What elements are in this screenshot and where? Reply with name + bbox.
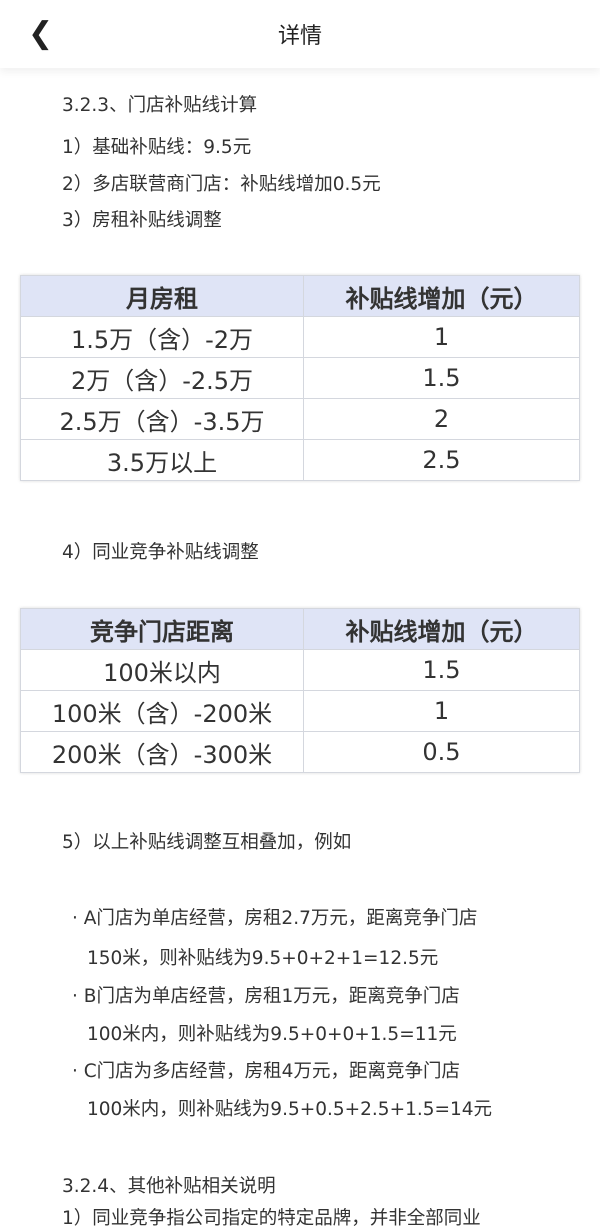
example-text: B门店为单店经营，房租1万元，距离竞争门店: [83, 986, 460, 1007]
cell: 1.5: [303, 357, 580, 399]
example-b-line1: · B门店为单店经营，房租1万元，距离竞争门店: [72, 986, 460, 1007]
item-competition-note: 1）同业竞争指公司指定的特定品牌，并非全部同业: [62, 1208, 481, 1229]
col-header: 补贴线增加（元）: [303, 608, 580, 650]
example-b-line2: 100米内，则补贴线为9.5+0+0+1.5=11元: [87, 1024, 457, 1045]
cell: 1.5万（含）-2万: [20, 316, 304, 358]
section-heading: 3.2.3、门店补贴线计算: [62, 95, 258, 116]
table-row: 100米（含）-200米 1: [20, 690, 580, 732]
col-header: 补贴线增加（元）: [303, 275, 580, 317]
cell: 1.5: [303, 649, 580, 691]
cell: 2.5: [303, 439, 580, 481]
cell: 2万（含）-2.5万: [20, 357, 304, 399]
table-row: 200米（含）-300米 0.5: [20, 731, 580, 773]
table-header-row: 竞争门店距离 补贴线增加（元）: [20, 608, 580, 650]
section-heading: 3.2.4、其他补贴相关说明: [62, 1176, 276, 1197]
item-competition-adjust: 4）同业竞争补贴线调整: [62, 542, 259, 563]
example-a-line2: 150米，则补贴线为9.5+0+2+1=12.5元: [87, 948, 439, 969]
item-stacking: 5）以上补贴线调整互相叠加，例如: [62, 832, 352, 853]
cell: 200米（含）-300米: [20, 731, 304, 773]
page-title: 详情: [277, 24, 322, 49]
cell: 2: [303, 398, 580, 440]
item-base-subsidy: 1）基础补贴线：9.5元: [62, 137, 252, 158]
col-header: 竞争门店距离: [20, 608, 304, 650]
table-row: 1.5万（含）-2万 1: [20, 316, 580, 358]
nav-header: ❮ 详情: [0, 0, 600, 68]
example-c-line2: 100米内，则补贴线为9.5+0.5+2.5+1.5=14元: [87, 1099, 493, 1120]
back-chevron-icon[interactable]: ❮: [28, 16, 54, 51]
cell: 0.5: [303, 731, 580, 773]
table-row: 3.5万以上 2.5: [20, 439, 580, 481]
table-header-row: 月房租 补贴线增加（元）: [20, 275, 580, 317]
item-rent-adjust: 3）房租补贴线调整: [62, 210, 222, 231]
cell: 3.5万以上: [20, 439, 304, 481]
table-row: 2.5万（含）-3.5万 2: [20, 398, 580, 440]
distance-table: 竞争门店距离 补贴线增加（元） 100米以内 1.5 100米（含）-200米 1 2…: [20, 608, 580, 773]
example-c-line1: · C门店为多店经营，房租4万元，距离竞争门店: [72, 1061, 460, 1082]
cell: 1: [303, 690, 580, 732]
example-text: C门店为多店经营，房租4万元，距离竞争门店: [83, 1061, 460, 1082]
cell: 100米（含）-200米: [20, 690, 304, 732]
cell: 1: [303, 316, 580, 358]
example-text: A门店为单店经营，房租2.7万元，距离竞争门店: [83, 908, 478, 929]
cell: 2.5万（含）-3.5万: [20, 398, 304, 440]
item-multi-store: 2）多店联营商门店：补贴线增加0.5元: [62, 174, 381, 195]
rent-table: 月房租 补贴线增加（元） 1.5万（含）-2万 1 2万（含）-2.5万 1.5 2.…: [20, 275, 580, 481]
col-header: 月房租: [20, 275, 304, 317]
example-a-line1: · A门店为单店经营，房租2.7万元，距离竞争门店: [72, 908, 478, 929]
table-row: 2万（含）-2.5万 1.5: [20, 357, 580, 399]
table-row: 100米以内 1.5: [20, 649, 580, 691]
cell: 100米以内: [20, 649, 304, 691]
